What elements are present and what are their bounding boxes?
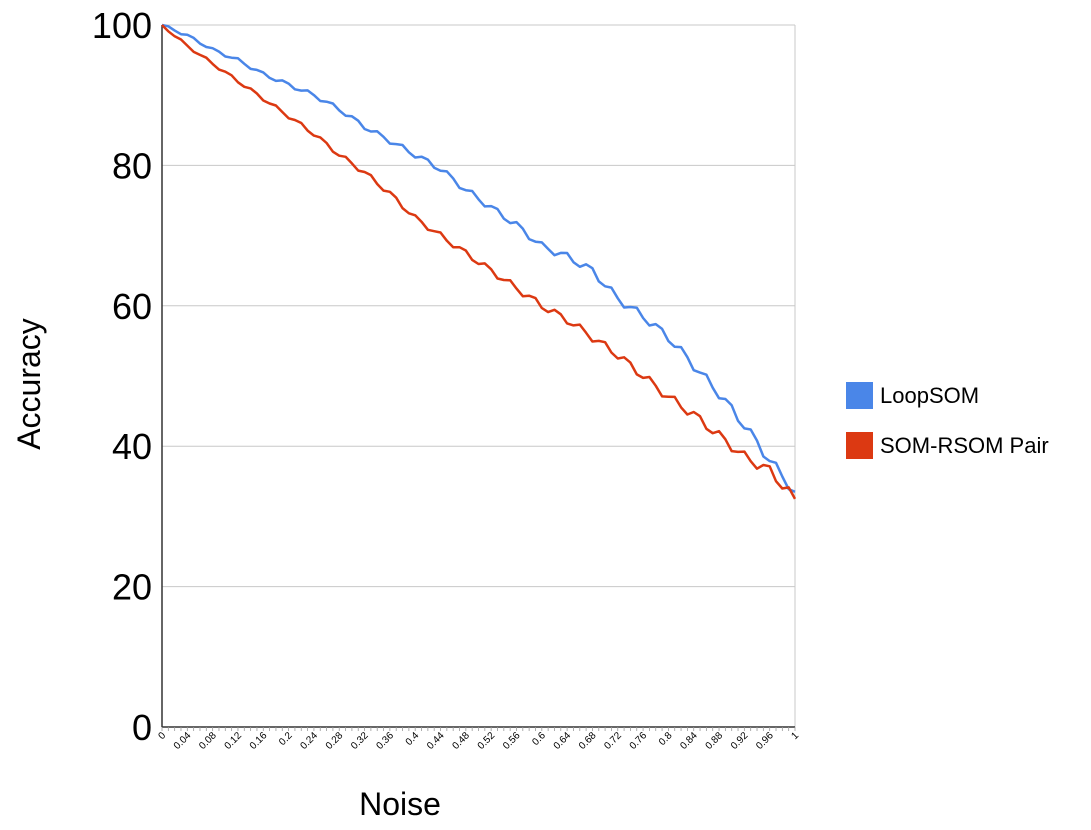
x-tick-label: 0 [156, 730, 168, 742]
gridlines [161, 24, 796, 731]
x-tick-label: 0.8 [657, 730, 675, 748]
legend-swatch [846, 382, 873, 409]
x-tick-label: 0.72 [602, 730, 624, 752]
x-tick-label: 0.84 [678, 730, 700, 752]
y-tick-label: 0 [132, 707, 152, 748]
y-axis-ticks: 0 20 40 60 80 100 [92, 5, 152, 748]
y-tick-label: 80 [112, 145, 152, 186]
y-tick-label: 100 [92, 5, 152, 46]
y-tick-label: 20 [112, 567, 152, 608]
y-tick-label: 60 [112, 286, 152, 327]
x-tick-label: 0.76 [628, 730, 650, 752]
x-tick-label: 0.96 [754, 730, 776, 752]
x-tick-label: 0.64 [552, 730, 574, 752]
x-axis-ticks: 0 0.04 0.08 0.12 0.16 0.2 0.24 0.28 0.32 0.36 0.4 0… [156, 730, 801, 752]
x-tick-label: 0.88 [704, 730, 726, 752]
legend: LoopSOM SOM-RSOM Pair [846, 382, 1049, 459]
x-tick-label: 0.12 [223, 730, 245, 752]
x-tick-label: 0.32 [349, 730, 371, 752]
legend-label: SOM-RSOM Pair [880, 433, 1049, 458]
x-tick-label: 0.36 [374, 730, 396, 752]
series-line-1 [161, 24, 797, 500]
series-lines [161, 23, 797, 500]
x-tick-label: 0.16 [248, 730, 270, 752]
x-tick-label: 0.44 [425, 730, 447, 752]
legend-swatch [846, 432, 873, 459]
x-tick-label: 0.08 [197, 730, 219, 752]
x-tick-label: 0.28 [324, 730, 346, 752]
x-tick-label: 0.04 [172, 730, 194, 752]
x-tick-label: 0.2 [277, 730, 295, 748]
x-tick-label: 0.4 [404, 730, 422, 748]
x-tick-label: 0.24 [298, 730, 320, 752]
y-axis-title: Accuracy [11, 318, 47, 450]
x-tick-label: 0.92 [729, 730, 751, 752]
y-tick-label: 40 [112, 426, 152, 467]
x-tick-label: 0.6 [530, 730, 548, 748]
series-line-0 [161, 23, 796, 493]
x-axis-title: Noise [359, 786, 441, 822]
x-tick-label: 0.48 [450, 730, 472, 752]
x-tick-label: 0.56 [501, 730, 523, 752]
x-tick-label: 0.52 [476, 730, 498, 752]
x-tick-label: 1 [789, 730, 801, 742]
x-tick-label: 0.68 [577, 730, 599, 752]
legend-label: LoopSOM [880, 383, 979, 408]
